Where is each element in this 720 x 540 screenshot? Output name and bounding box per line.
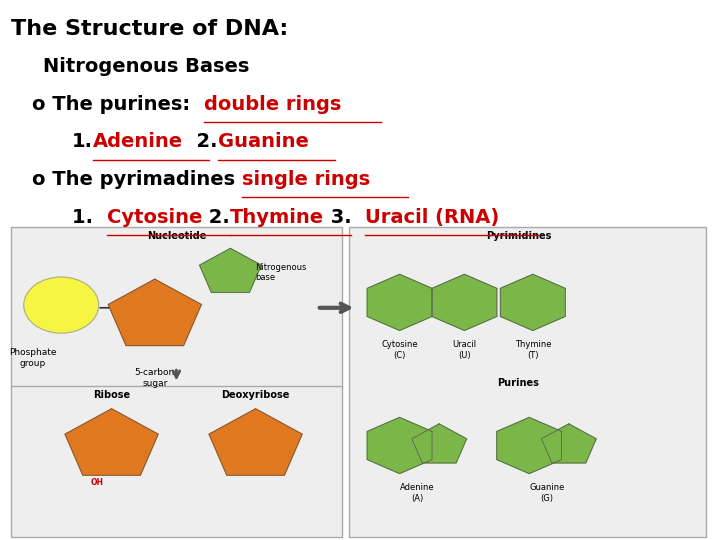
Polygon shape [367, 274, 432, 330]
Polygon shape [541, 424, 596, 463]
Text: 2.: 2. [202, 208, 230, 227]
Text: Thymine: Thymine [230, 208, 324, 227]
Text: Guanine
(G): Guanine (G) [529, 483, 565, 503]
Polygon shape [500, 274, 565, 330]
Text: o The pyrimadines: o The pyrimadines [32, 170, 242, 189]
Polygon shape [209, 409, 302, 475]
Text: 5-carbon
sugar: 5-carbon sugar [135, 368, 175, 388]
Text: o The purines:: o The purines: [32, 94, 204, 113]
Text: Phosphate
group: Phosphate group [9, 348, 56, 368]
FancyBboxPatch shape [11, 386, 342, 537]
Text: Uracil
(U): Uracil (U) [452, 340, 477, 360]
Text: Thymine
(T): Thymine (T) [515, 340, 551, 360]
Text: Adenine
(A): Adenine (A) [400, 483, 435, 503]
Polygon shape [432, 274, 497, 330]
Polygon shape [65, 409, 158, 475]
Text: Guanine: Guanine [217, 132, 308, 151]
Text: OH: OH [91, 478, 104, 487]
Text: Uracil (RNA): Uracil (RNA) [365, 208, 499, 227]
Polygon shape [412, 424, 467, 463]
Text: Deoxyribose: Deoxyribose [222, 390, 289, 400]
Text: Adenine: Adenine [93, 132, 183, 151]
Text: double rings: double rings [204, 94, 341, 113]
Text: Cytosine: Cytosine [107, 208, 202, 227]
Text: Purines: Purines [498, 378, 539, 388]
Text: 3.: 3. [324, 208, 365, 227]
Text: Cytosine
(C): Cytosine (C) [382, 340, 418, 360]
Text: Nitrogenous
base: Nitrogenous base [256, 263, 307, 282]
FancyBboxPatch shape [349, 227, 706, 537]
Polygon shape [497, 417, 562, 474]
Polygon shape [367, 417, 432, 474]
Text: The Structure of DNA:: The Structure of DNA: [11, 19, 288, 39]
Polygon shape [199, 248, 261, 292]
Text: Nucleotide: Nucleotide [147, 231, 206, 241]
Text: Nitrogenous Bases: Nitrogenous Bases [43, 57, 250, 76]
Text: 2.: 2. [183, 132, 217, 151]
Text: Ribose: Ribose [93, 390, 130, 400]
Circle shape [24, 277, 99, 333]
Text: single rings: single rings [242, 170, 370, 189]
Text: Pyrimidines: Pyrimidines [486, 231, 551, 241]
FancyBboxPatch shape [11, 227, 342, 389]
Text: 1.: 1. [72, 132, 93, 151]
Text: 1.: 1. [72, 208, 107, 227]
Polygon shape [108, 279, 202, 346]
